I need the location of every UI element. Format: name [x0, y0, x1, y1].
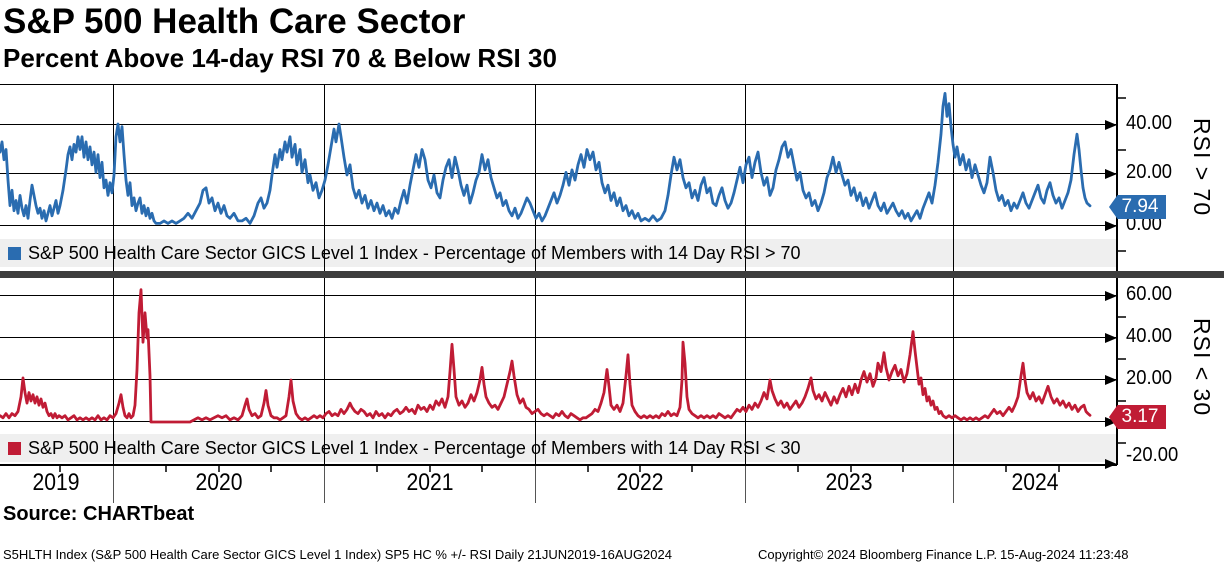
xaxis-year-2019: 2019 — [32, 469, 80, 496]
page-title: S&P 500 Health Care Sector — [3, 2, 466, 41]
legend-marker-red — [8, 441, 21, 455]
xaxis-year-2024: 2024 — [1011, 469, 1059, 496]
ytick-bottom-60: 60.00 — [1126, 283, 1173, 305]
axis-label-rsi-below-30: RSI < 30 — [1189, 318, 1215, 417]
ytick-top-20: 20.00 — [1126, 161, 1173, 183]
last-value-badge-rsi-above: 7.94 — [1109, 195, 1166, 219]
ytick-bottom-neg20: -20.00 — [1126, 444, 1179, 466]
rsi-below-30-series — [0, 288, 1092, 424]
footer-copyright: Copyright© 2024 Bloomberg Finance L.P. — [758, 547, 998, 562]
xaxis-year-2020: 2020 — [195, 469, 243, 496]
gridlines-top-panel — [0, 84, 1117, 226]
gridlines-bottom-panel — [0, 295, 1117, 422]
footer-security-info: S5HLTH Index (S&P 500 Health Care Sector… — [3, 547, 672, 562]
legend-top: S&P 500 Health Care Sector GICS Level 1 … — [0, 239, 801, 267]
source-line: Source: CHARTbeat — [3, 503, 195, 525]
xaxis-year-2023: 2023 — [825, 469, 873, 496]
legend-bottom: S&P 500 Health Care Sector GICS Level 1 … — [0, 434, 801, 462]
xaxis-year-2022: 2022 — [616, 469, 664, 496]
legend-label-top: S&P 500 Health Care Sector GICS Level 1 … — [28, 242, 801, 263]
footer-timestamp: 15-Aug-2024 11:23:48 — [1000, 547, 1129, 562]
ytick-bottom-20: 20.00 — [1126, 367, 1173, 389]
rsi-above-70-series — [0, 92, 1092, 225]
legend-band-bottom — [0, 434, 1117, 462]
legend-band-top — [0, 239, 1117, 267]
axis-label-rsi-above-70: RSI > 70 — [1189, 118, 1215, 217]
ytick-bottom-40: 40.00 — [1126, 325, 1173, 347]
page-subtitle: Percent Above 14-day RSI 70 & Below RSI … — [3, 43, 557, 73]
ytick-top-40: 40.00 — [1126, 112, 1173, 134]
legend-label-bottom: S&P 500 Health Care Sector GICS Level 1 … — [28, 437, 801, 458]
legend-marker-blue — [8, 246, 21, 260]
panel-separator-bar — [0, 271, 1224, 278]
xaxis-year-2021: 2021 — [406, 469, 454, 496]
last-value-badge-rsi-below: 3.17 — [1109, 405, 1166, 429]
